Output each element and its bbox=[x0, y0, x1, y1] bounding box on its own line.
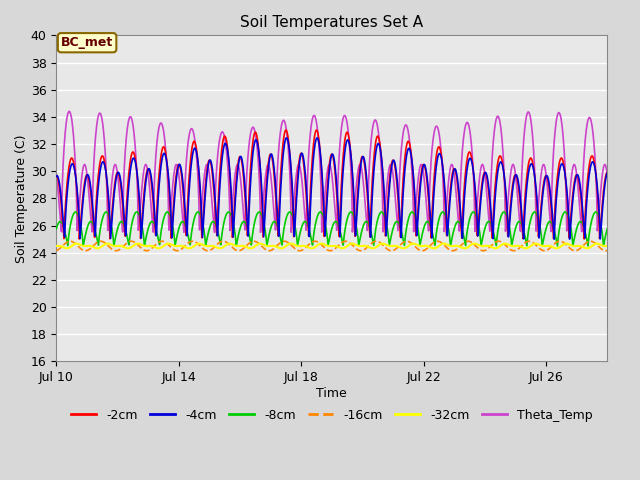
Title: Soil Temperatures Set A: Soil Temperatures Set A bbox=[240, 15, 424, 30]
Legend: -2cm, -4cm, -8cm, -16cm, -32cm, Theta_Temp: -2cm, -4cm, -8cm, -16cm, -32cm, Theta_Te… bbox=[66, 404, 598, 427]
X-axis label: Time: Time bbox=[316, 387, 347, 400]
Text: BC_met: BC_met bbox=[61, 36, 113, 49]
Y-axis label: Soil Temperature (C): Soil Temperature (C) bbox=[15, 134, 28, 263]
